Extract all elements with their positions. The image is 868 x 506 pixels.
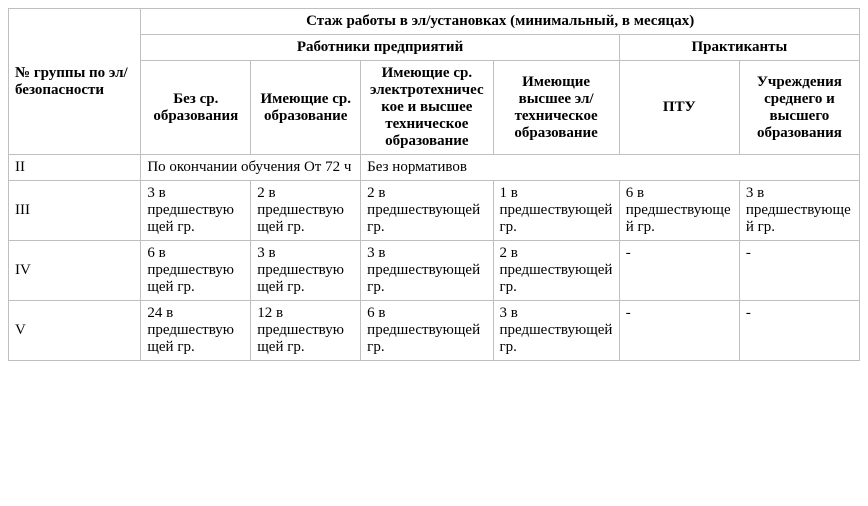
table-body: IIПо окончании обучения От 72 чБез норма…	[9, 155, 860, 361]
table-cell: 1 в предшествующей гр.	[493, 181, 619, 241]
table-cell: 3 в предшествующей гр.	[141, 181, 251, 241]
safety-groups-table: № группы по эл/безопасности Стаж работы …	[8, 8, 860, 361]
header-workers: Работники предприятий	[141, 35, 619, 61]
table-cell: 6 в предшествующей гр.	[141, 241, 251, 301]
row-label: III	[9, 181, 141, 241]
header-top-span: Стаж работы в эл/установках (минимальный…	[141, 9, 860, 35]
table-cell: -	[619, 241, 739, 301]
table-cell: 2 в предшествующей гр.	[361, 181, 493, 241]
header-ptu: ПТУ	[619, 61, 739, 155]
table-row: V24 в предшествующей гр.12 в предшествую…	[9, 301, 860, 361]
table-cell: 12 в предшествующей гр.	[251, 301, 361, 361]
table-row: IV6 в предшествующей гр.3 в предшествующ…	[9, 241, 860, 301]
header-group-number: № группы по эл/безопасности	[9, 9, 141, 155]
table-cell: 24 в предшествующей гр.	[141, 301, 251, 361]
table-cell: -	[619, 301, 739, 361]
header-interns: Практиканты	[619, 35, 859, 61]
header-sec-elec-higher-tech: Имеющие ср. электротехническое и высшее …	[361, 61, 493, 155]
header-higher-elec-tech: Имеющие высшее эл/техническое образовани…	[493, 61, 619, 155]
table-cell: 3 в предшествующей гр.	[493, 301, 619, 361]
table-cell: 6 в предшествующей гр.	[619, 181, 739, 241]
table-cell: 2 в предшествующей гр.	[493, 241, 619, 301]
row-label: II	[9, 155, 141, 181]
row-label: IV	[9, 241, 141, 301]
header-inst-sec-higher: Учреждения среднего и высшего образовани…	[739, 61, 859, 155]
header-sec-edu: Имеющие ср. образование	[251, 61, 361, 155]
table-cell: По окончании обучения От 72 ч	[141, 155, 361, 181]
table-row: IIПо окончании обучения От 72 чБез норма…	[9, 155, 860, 181]
row-label: V	[9, 301, 141, 361]
table-cell: 3 в предшествующей гр.	[739, 181, 859, 241]
table-cell: -	[739, 241, 859, 301]
table-cell: 2 в предшествующей гр.	[251, 181, 361, 241]
table-cell: 3 в предшествующей гр.	[251, 241, 361, 301]
table-cell: -	[739, 301, 859, 361]
table-cell: 6 в предшествующей гр.	[361, 301, 493, 361]
table-row: III3 в предшествующей гр.2 в предшествую…	[9, 181, 860, 241]
table-cell: 3 в предшествующей гр.	[361, 241, 493, 301]
header-no-edu: Без ср. образования	[141, 61, 251, 155]
table-cell: Без нормативов	[361, 155, 860, 181]
